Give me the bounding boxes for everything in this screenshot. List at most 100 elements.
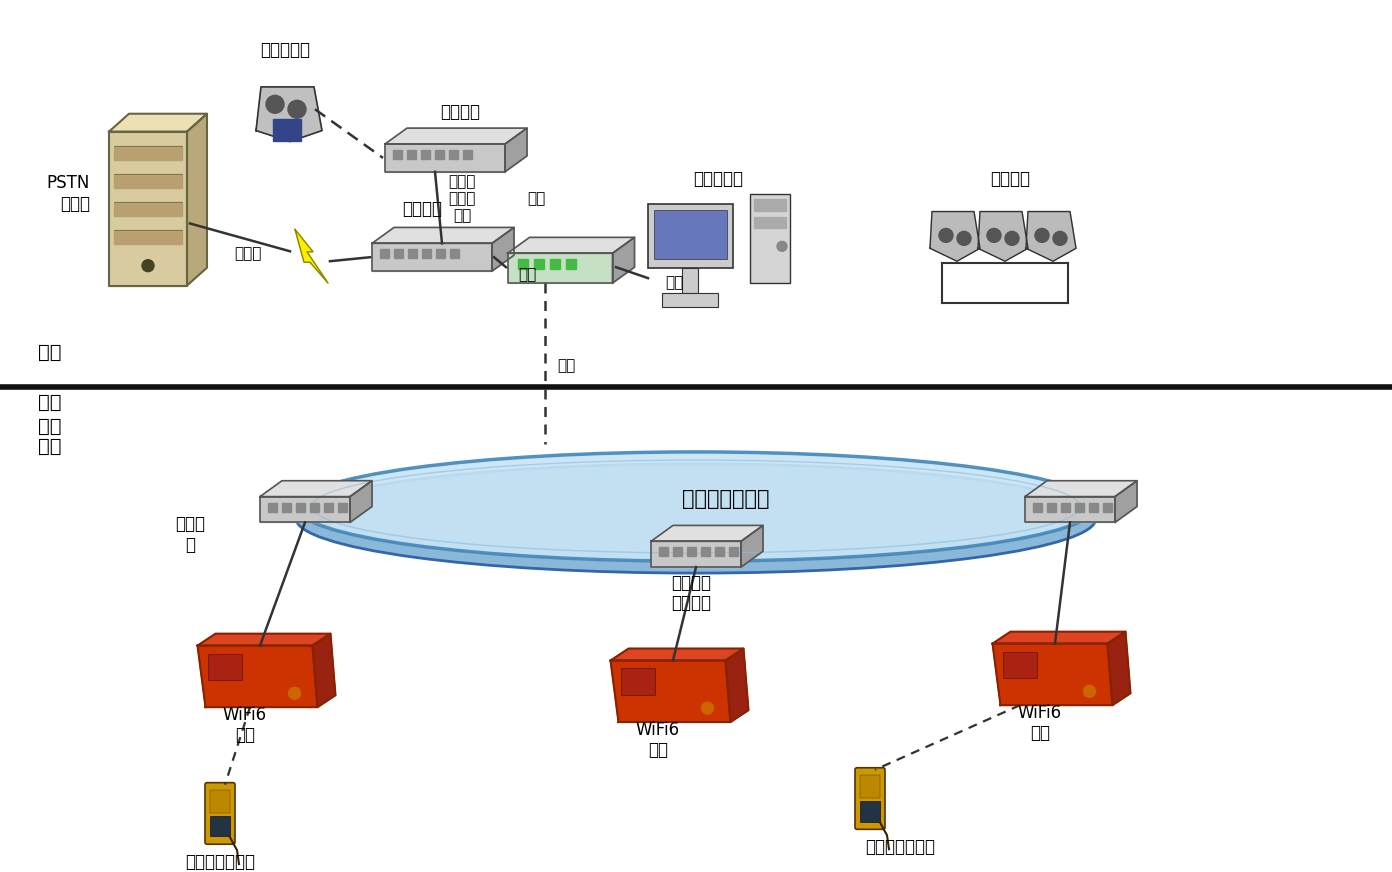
Polygon shape bbox=[109, 113, 207, 132]
Polygon shape bbox=[372, 228, 514, 243]
Text: 地面: 地面 bbox=[38, 417, 61, 436]
Bar bbox=[729, 548, 738, 556]
Circle shape bbox=[1052, 231, 1068, 245]
Bar bbox=[408, 249, 418, 258]
Polygon shape bbox=[1026, 212, 1076, 262]
Circle shape bbox=[288, 687, 301, 699]
Polygon shape bbox=[109, 132, 187, 285]
Bar bbox=[207, 653, 241, 680]
Bar bbox=[621, 669, 654, 695]
Bar bbox=[1033, 502, 1043, 512]
Bar bbox=[1061, 502, 1070, 512]
Polygon shape bbox=[198, 634, 330, 645]
Polygon shape bbox=[505, 128, 528, 172]
Bar bbox=[688, 548, 696, 556]
Bar bbox=[860, 801, 880, 821]
Circle shape bbox=[266, 95, 284, 113]
Bar bbox=[533, 259, 543, 269]
Bar bbox=[754, 199, 786, 210]
Bar bbox=[518, 259, 528, 269]
Bar bbox=[210, 790, 230, 813]
Bar bbox=[338, 502, 347, 512]
Text: WiFi6
基站: WiFi6 基站 bbox=[636, 720, 681, 760]
Polygon shape bbox=[256, 87, 322, 141]
Polygon shape bbox=[491, 228, 514, 271]
Circle shape bbox=[288, 100, 306, 119]
Bar bbox=[702, 548, 710, 556]
Bar bbox=[860, 774, 880, 798]
FancyBboxPatch shape bbox=[855, 767, 885, 829]
Bar bbox=[283, 502, 291, 512]
Bar bbox=[324, 502, 333, 512]
Text: 地面以
太网交
换机: 地面以 太网交 换机 bbox=[448, 174, 476, 223]
Polygon shape bbox=[611, 660, 731, 722]
Bar bbox=[296, 502, 305, 512]
Polygon shape bbox=[349, 480, 372, 522]
Bar bbox=[464, 150, 472, 159]
Bar bbox=[1002, 651, 1037, 678]
Polygon shape bbox=[612, 237, 635, 283]
Polygon shape bbox=[187, 113, 207, 285]
Polygon shape bbox=[1115, 480, 1137, 522]
Circle shape bbox=[1005, 231, 1019, 245]
FancyBboxPatch shape bbox=[205, 783, 235, 844]
Bar bbox=[658, 548, 668, 556]
Bar bbox=[682, 269, 697, 293]
Polygon shape bbox=[979, 212, 1029, 262]
Bar bbox=[715, 548, 724, 556]
Polygon shape bbox=[1025, 497, 1115, 522]
Polygon shape bbox=[651, 542, 741, 567]
Bar bbox=[1102, 502, 1112, 512]
Bar bbox=[750, 194, 791, 283]
Circle shape bbox=[702, 702, 714, 714]
Bar bbox=[663, 293, 718, 307]
Circle shape bbox=[958, 231, 972, 245]
Polygon shape bbox=[725, 649, 749, 722]
Polygon shape bbox=[651, 526, 763, 542]
Polygon shape bbox=[508, 253, 612, 283]
Circle shape bbox=[940, 228, 954, 242]
Text: 车载式移动电话: 车载式移动电话 bbox=[185, 853, 255, 871]
Bar bbox=[647, 203, 732, 269]
Polygon shape bbox=[295, 229, 329, 283]
Polygon shape bbox=[992, 631, 1126, 644]
Text: 紧急电话: 紧急电话 bbox=[990, 170, 1030, 187]
Text: 网线: 网线 bbox=[528, 191, 546, 206]
Text: 用户线: 用户线 bbox=[234, 246, 262, 261]
Bar bbox=[310, 502, 319, 512]
Text: WiFi6
基站: WiFi6 基站 bbox=[1018, 704, 1062, 742]
Text: 监测服务器: 监测服务器 bbox=[693, 170, 743, 187]
Bar bbox=[754, 216, 786, 228]
Bar bbox=[210, 816, 230, 836]
Polygon shape bbox=[611, 649, 743, 660]
Bar bbox=[380, 249, 388, 258]
Text: 车载式移动电话: 车载式移动电话 bbox=[864, 838, 935, 856]
Text: 中继网关: 中继网关 bbox=[402, 200, 443, 218]
Text: 办公室电话: 办公室电话 bbox=[260, 41, 310, 58]
Bar bbox=[114, 174, 182, 188]
Ellipse shape bbox=[296, 464, 1096, 573]
Polygon shape bbox=[198, 645, 317, 707]
Circle shape bbox=[142, 260, 155, 272]
Bar bbox=[422, 249, 432, 258]
Circle shape bbox=[987, 228, 1001, 242]
Text: 工业以太网平台: 工业以太网平台 bbox=[682, 488, 770, 508]
Bar bbox=[672, 548, 682, 556]
Bar bbox=[269, 502, 277, 512]
Text: 矿用网
线: 矿用网 线 bbox=[175, 515, 205, 554]
Polygon shape bbox=[386, 144, 505, 172]
Ellipse shape bbox=[296, 452, 1096, 562]
Bar bbox=[1047, 502, 1057, 512]
Polygon shape bbox=[260, 497, 349, 522]
Polygon shape bbox=[930, 212, 980, 262]
Polygon shape bbox=[1108, 631, 1130, 705]
Bar bbox=[1075, 502, 1084, 512]
Bar bbox=[450, 249, 459, 258]
Bar bbox=[550, 259, 560, 269]
Bar bbox=[436, 249, 445, 258]
Bar bbox=[420, 150, 430, 159]
Text: 用户网关: 用户网关 bbox=[440, 103, 480, 121]
Polygon shape bbox=[992, 644, 1112, 705]
Text: 井下: 井下 bbox=[38, 393, 61, 412]
Text: 地面: 地面 bbox=[38, 343, 61, 362]
